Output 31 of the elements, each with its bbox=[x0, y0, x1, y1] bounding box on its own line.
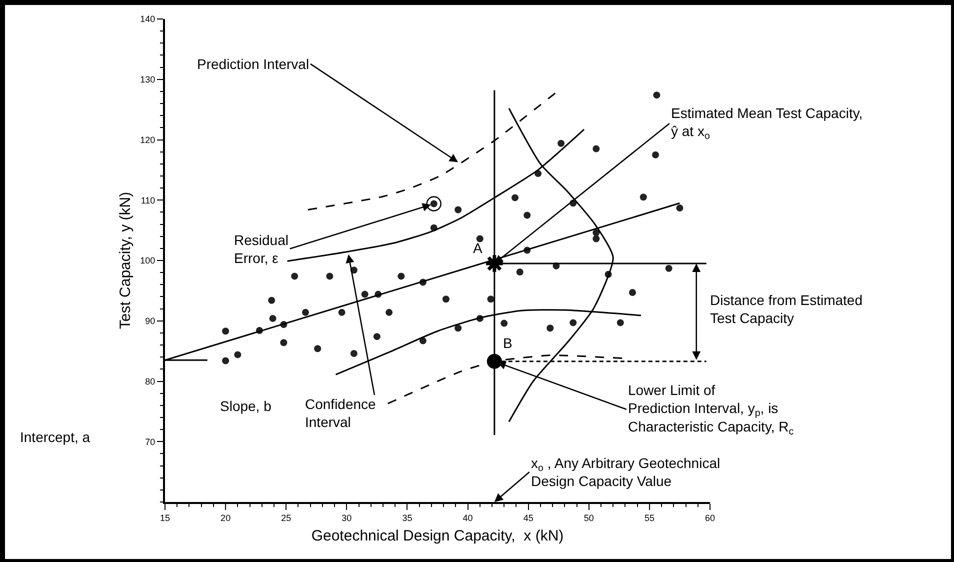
annotation: x$_{o}$ , Any Arbitrary Geotechnical Design Capacity Value bbox=[531, 455, 720, 490]
y-axis-title: Test Capacity, y (kN) bbox=[116, 192, 134, 330]
y-tick-label: 140 bbox=[140, 14, 156, 24]
text: Intercept, a bbox=[20, 429, 90, 445]
y-tick-label: 100 bbox=[140, 256, 156, 266]
annotation: Confidence Interval bbox=[305, 396, 376, 430]
x-tick-label: 55 bbox=[644, 512, 654, 523]
y-tick-label: 120 bbox=[140, 134, 156, 145]
x-axis-title: Geotechnical Design Capacity, x (kN) bbox=[311, 527, 564, 544]
x-tick-label: 60 bbox=[704, 512, 716, 523]
annotation: Distance from Estimated Test Capacity bbox=[710, 292, 862, 326]
x-tick-label: 20 bbox=[220, 512, 231, 523]
x-tick-label: 50 bbox=[584, 512, 594, 523]
annotation: Prediction Interval bbox=[197, 56, 310, 72]
y-tick-label: 80 bbox=[145, 376, 156, 386]
x-tick-label: 25 bbox=[281, 512, 292, 523]
y-tick-label: 70 bbox=[145, 436, 156, 447]
y-tick-label: 110 bbox=[140, 195, 156, 206]
annotation: Residual Error, ε bbox=[234, 232, 288, 266]
x-tick-label: 45 bbox=[523, 512, 534, 523]
annotation: Lower Limit of Prediction Interval, y$_{p}$, is Characteristic Capacity, R$_{c}$ bbox=[628, 382, 794, 438]
annotation: Estimated Mean Test Capacity, ŷ at x$_{o}$ bbox=[671, 105, 863, 142]
annotation: Slope, b bbox=[220, 398, 272, 414]
x-tick-label: 30 bbox=[342, 512, 352, 523]
annotation: B bbox=[503, 335, 512, 351]
y-tick-label: 90 bbox=[145, 316, 156, 326]
x-tick-label: 35 bbox=[402, 512, 412, 523]
annotation: A bbox=[473, 240, 483, 256]
x-tick-label: 15 bbox=[160, 512, 170, 523]
y-tick-label: 130 bbox=[140, 74, 156, 85]
x-tick-label: 40 bbox=[462, 512, 473, 523]
